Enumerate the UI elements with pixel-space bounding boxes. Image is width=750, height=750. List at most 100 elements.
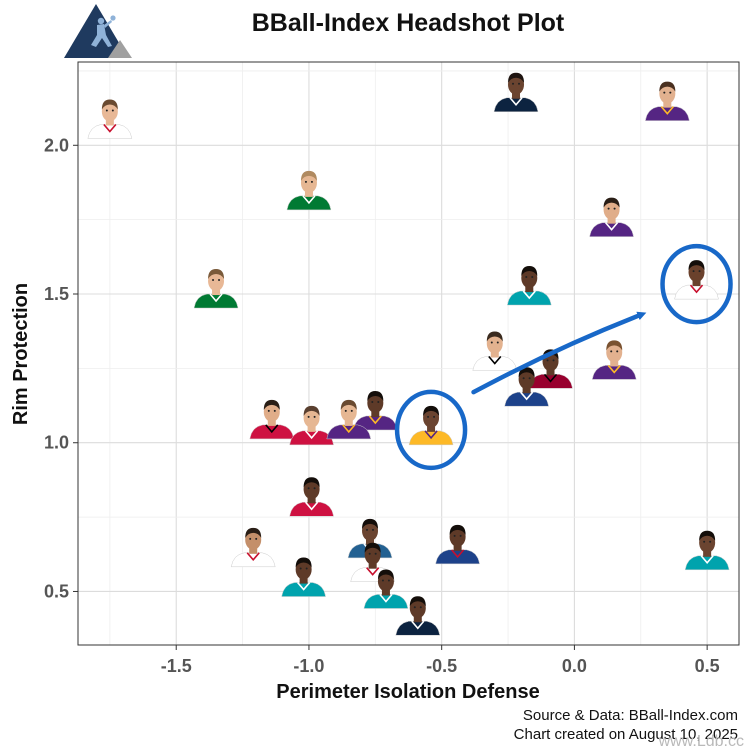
headshot-collar	[607, 364, 621, 374]
x-tick-label: -1.0	[293, 656, 324, 676]
headshot-neck	[490, 350, 499, 358]
annotation-circle	[394, 389, 468, 471]
headshot-eye	[419, 606, 422, 609]
headshot-collar	[509, 97, 523, 106]
headshot-eye	[111, 109, 114, 112]
headshot-eye	[267, 409, 270, 412]
headshot-eye	[531, 276, 534, 279]
headshot-collar	[543, 373, 558, 383]
headshot-neck	[703, 549, 712, 557]
headshot-collar	[451, 549, 465, 559]
headshot-collar	[297, 582, 311, 591]
headshot-face	[659, 83, 676, 104]
headshot-face	[303, 479, 320, 500]
headshot-neck	[307, 424, 316, 432]
headshot-hair	[377, 569, 394, 580]
headshot-eye	[368, 552, 371, 555]
headshot-collar	[689, 284, 704, 294]
headshot-face	[263, 401, 280, 422]
headshot-face	[449, 526, 466, 547]
hand-drawn-annotations	[394, 243, 733, 471]
y-axis-ticks: 0.5 1.0 1.5 2.0	[44, 135, 78, 601]
player-headshot-point	[493, 72, 539, 112]
headshot-eye	[413, 606, 416, 609]
headshot-eye	[703, 540, 706, 543]
headshot-neck	[304, 189, 313, 197]
headshot-eye	[453, 534, 456, 537]
headshot-hair	[409, 596, 426, 607]
headshot-face	[208, 271, 225, 292]
headshot-eye	[528, 377, 531, 380]
headshot-eye	[212, 279, 215, 282]
headshot-face	[101, 101, 118, 122]
headshot-neck	[522, 386, 531, 394]
headshot-eye	[427, 415, 430, 418]
headshot-neck	[212, 288, 221, 296]
x-tick-label: -1.5	[161, 656, 192, 676]
headshot-neck	[366, 537, 375, 545]
headshot-eye	[610, 350, 613, 353]
headshot-neck	[267, 418, 276, 426]
headshot-neck	[381, 588, 390, 596]
headshot-hair	[508, 72, 525, 83]
headshot-neck	[344, 418, 353, 426]
headshot-hair	[263, 399, 280, 410]
headshot-eye	[692, 270, 695, 273]
headshot-eye	[305, 567, 308, 570]
player-headshot-point	[249, 399, 295, 440]
headshot-eye	[518, 82, 521, 85]
headshot-eye	[374, 552, 377, 555]
headshot-collar	[304, 501, 319, 511]
headshot-neck	[249, 546, 258, 554]
headshot-neck	[607, 216, 616, 224]
headshot-face	[367, 392, 384, 413]
headshot-face	[364, 544, 381, 565]
headshot-hair	[606, 340, 623, 351]
y-tick-label: 1.0	[44, 433, 69, 453]
headshot-eye	[372, 528, 375, 531]
player-headshot-point	[326, 399, 372, 440]
headshot-face	[486, 333, 503, 354]
headshot-hair	[208, 269, 225, 280]
headshot-eye	[512, 82, 515, 85]
player-headshot-point	[645, 81, 690, 121]
player-headshot-point	[435, 524, 480, 565]
headshot-collar	[424, 430, 438, 440]
player-headshot-point	[193, 269, 239, 309]
headshot-eye	[105, 109, 108, 112]
headshot-hair	[688, 260, 705, 271]
player-headshot-point	[591, 340, 637, 380]
headshot-eye	[607, 207, 610, 210]
headshot-collar	[604, 222, 619, 231]
headshot-hair	[364, 542, 381, 553]
headshot-hair	[362, 518, 379, 529]
headshot-eye	[350, 409, 353, 412]
headshot-eye	[381, 579, 384, 582]
x-axis-ticks: -1.5 -1.0 -0.5 0.0 0.5	[161, 645, 720, 676]
headshot-hair	[101, 99, 118, 110]
headshot-eye	[490, 341, 493, 344]
player-headshot-point	[506, 266, 552, 306]
headshot-hair	[518, 367, 535, 378]
headshot-neck	[299, 576, 308, 584]
caption-date: Chart created on August 10, 2025	[514, 726, 738, 743]
basketball-player-icon	[91, 15, 116, 47]
headshot-collar	[265, 424, 279, 434]
headshot-eye	[313, 487, 316, 490]
headshot-face	[245, 529, 262, 550]
caption-source: Source & Data: BBall-Index.com	[523, 707, 738, 724]
headshot-eye	[552, 359, 555, 362]
logo-triangle-dark	[64, 4, 128, 58]
headshot-face	[699, 532, 716, 553]
headshot-neck	[427, 424, 436, 432]
headshot-eye	[496, 341, 499, 344]
player-headshot-point	[281, 557, 326, 597]
chart-title: BBall-Index Headshot Plot	[252, 9, 565, 37]
y-tick-label: 0.5	[44, 581, 69, 601]
player-headshot-point	[589, 197, 634, 237]
player-headshot-point	[286, 170, 332, 211]
x-axis-title: Perimeter Isolation Defense	[276, 681, 539, 703]
headshot-eye	[299, 567, 302, 570]
headshot-eye	[313, 415, 316, 418]
